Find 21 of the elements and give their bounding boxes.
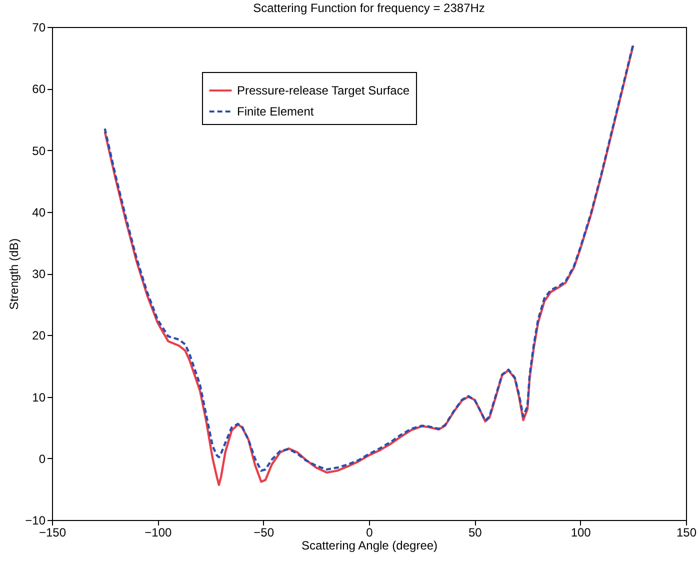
x-axis-title: Scattering Angle (degree) <box>301 538 438 552</box>
y-tick-label: 0 <box>38 452 46 466</box>
x-tick-label: 100 <box>570 526 592 540</box>
y-tick-label: 70 <box>32 20 46 34</box>
y-tick-label: 40 <box>32 205 46 220</box>
legend-label: Finite Element <box>237 104 314 118</box>
y-axis-title: Strength (dB) <box>7 238 22 310</box>
y-tick-label: 10 <box>32 390 46 404</box>
x-tick-label: −50 <box>254 526 274 540</box>
y-tick-label: 50 <box>32 144 46 158</box>
x-tick-label: 0 <box>366 526 374 540</box>
x-tick-label: 50 <box>468 526 482 540</box>
y-tick-label: 20 <box>32 328 46 343</box>
x-tick-label: −100 <box>144 526 172 540</box>
y-tick-label: 30 <box>32 267 46 281</box>
chart-title: Scattering Function for frequency = 2387Hz <box>253 1 485 15</box>
y-tick-label: −10 <box>25 514 46 528</box>
y-tick-label: 60 <box>32 82 46 96</box>
x-tick-label: −150 <box>38 526 66 540</box>
legend-label: Pressure-release Target Surface <box>237 84 410 98</box>
x-tick-label: 150 <box>676 526 697 540</box>
